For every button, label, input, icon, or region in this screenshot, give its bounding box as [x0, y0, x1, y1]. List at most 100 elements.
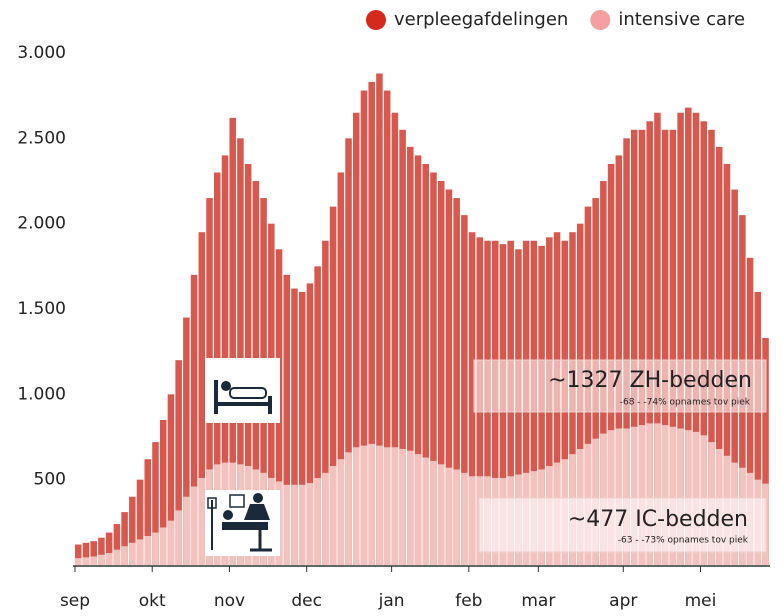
bar: [399, 129, 406, 566]
bar: [144, 535, 152, 565]
bar: [754, 291, 762, 565]
bar: [190, 486, 198, 565]
bar: [376, 73, 383, 565]
bar: [692, 112, 700, 565]
bar: [383, 447, 391, 565]
bar: [654, 112, 661, 565]
bar: [113, 524, 121, 565]
bar: [376, 445, 383, 565]
bar: [75, 558, 82, 565]
bar: [144, 459, 152, 565]
legend-swatch: [366, 10, 386, 30]
bar: [391, 447, 399, 565]
bar: [291, 484, 298, 565]
y-tick-label: 3.000: [17, 43, 66, 63]
bar: [82, 542, 90, 565]
bar: [391, 112, 399, 565]
annotation-box: [473, 359, 767, 413]
y-tick-label: 1.500: [17, 299, 66, 319]
bar: [368, 443, 375, 565]
bar: [237, 138, 244, 566]
bar: [167, 394, 175, 565]
bar: [461, 472, 468, 565]
bar: [152, 442, 159, 565]
bar: [159, 527, 167, 565]
bar: [468, 232, 476, 565]
x-tick-label: apr: [609, 591, 637, 611]
bar: [422, 457, 430, 565]
bar: [360, 445, 368, 565]
bar: [306, 283, 314, 565]
bar: [646, 423, 653, 565]
bar: [283, 484, 291, 565]
bar: [631, 129, 638, 566]
y-tick-label: 1.000: [17, 384, 66, 404]
bar: [105, 532, 113, 565]
bar: [190, 274, 198, 565]
bar: [129, 496, 136, 565]
bar: [322, 472, 329, 565]
ic-icon: [205, 490, 280, 556]
bar: [283, 274, 291, 565]
annotation-note: -68 - -74% opnames tov piek: [620, 398, 751, 408]
bar: [175, 510, 182, 565]
bar: [368, 82, 375, 565]
bar: [638, 425, 646, 565]
annotation-title: ~1327 ZH-bedden: [548, 368, 752, 393]
bar: [136, 479, 144, 565]
bar: [329, 466, 337, 565]
bar: [337, 172, 345, 565]
legend-swatch: [590, 10, 611, 30]
x-tick-label: dec: [291, 591, 322, 611]
bar: [685, 107, 692, 565]
y-tick-label: 2.000: [17, 214, 66, 234]
bar: [322, 240, 329, 565]
x-tick-label: okt: [139, 591, 166, 611]
bar: [437, 181, 445, 565]
bar: [314, 477, 321, 565]
y-tick-label: 500: [34, 470, 66, 490]
bar: [337, 459, 345, 565]
bar: [383, 90, 391, 566]
bar: [445, 189, 453, 566]
bar: [167, 520, 175, 565]
bar: [105, 553, 113, 565]
bar: [661, 129, 669, 566]
bar: [407, 450, 414, 565]
bars: [75, 73, 769, 566]
bar: [82, 557, 90, 565]
bar: [623, 428, 630, 565]
bar: [121, 512, 128, 565]
bar: [468, 476, 476, 565]
annotation-note: -63 - -73% opnames tov piek: [618, 536, 749, 546]
x-tick-label: mei: [685, 591, 717, 611]
bar: [661, 425, 669, 565]
bar: [453, 469, 460, 565]
bar: [314, 266, 321, 565]
bar: [623, 138, 630, 566]
bar: [291, 288, 298, 565]
x-tick-label: mar: [521, 591, 555, 611]
bar: [437, 464, 445, 565]
bar: [430, 172, 437, 565]
bar: [646, 121, 653, 566]
bar: [175, 360, 182, 565]
x-tick-label: nov: [214, 591, 245, 611]
bar: [98, 537, 105, 565]
bar: [90, 556, 97, 565]
x-tick-label: feb: [455, 591, 482, 611]
bar: [414, 454, 422, 565]
bar: [445, 467, 453, 565]
bar: [90, 541, 97, 565]
bar: [98, 554, 105, 565]
bar: [306, 483, 314, 565]
bar: [615, 428, 623, 565]
legend-label: intensive care: [618, 9, 745, 30]
bar: [136, 539, 144, 565]
bar: [198, 477, 206, 565]
bar: [298, 291, 306, 565]
legend: verpleegafdelingen intensive care: [366, 9, 745, 30]
bar: [121, 546, 128, 565]
bar: [152, 532, 159, 565]
